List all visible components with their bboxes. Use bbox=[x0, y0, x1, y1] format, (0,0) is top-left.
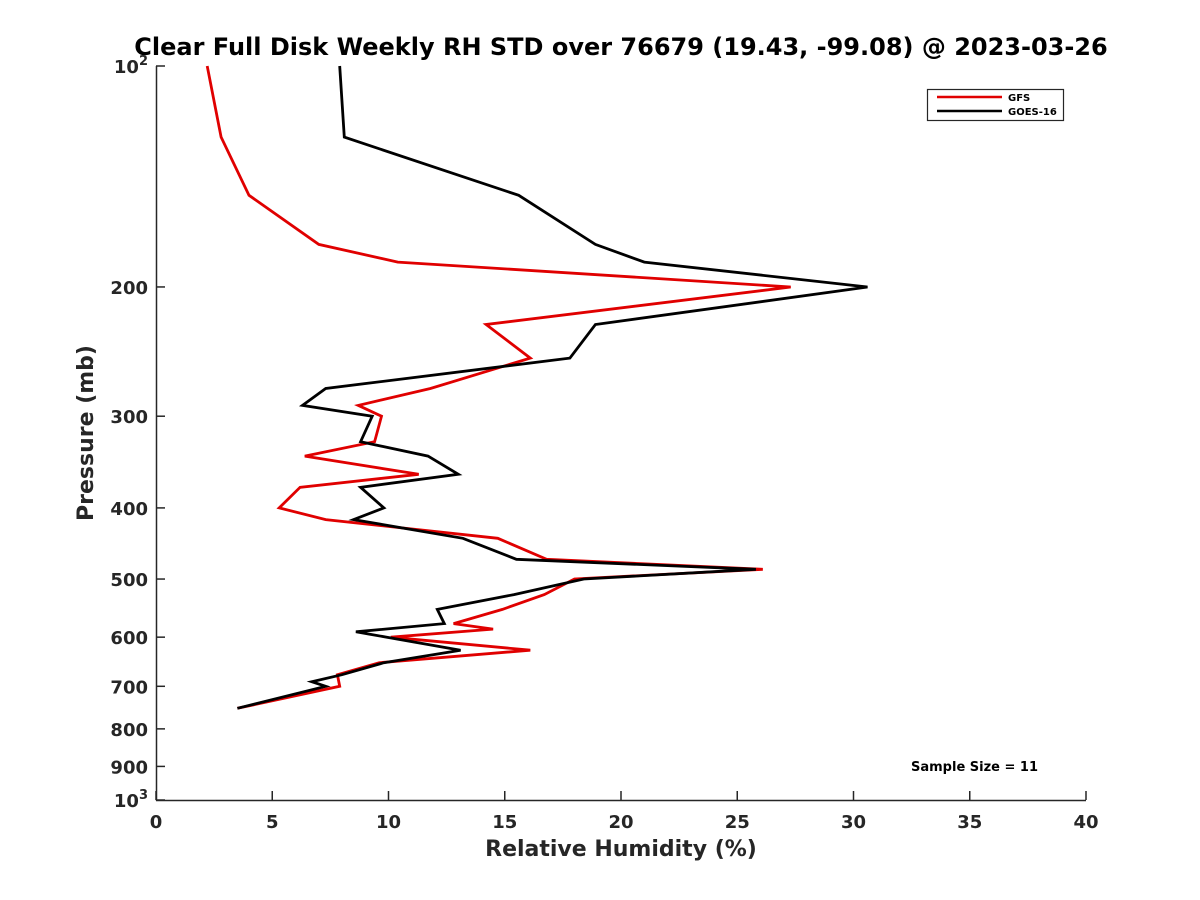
x-tick-label: 25 bbox=[725, 812, 750, 833]
x-tick-label: 20 bbox=[608, 812, 633, 833]
legend-label-gfs: GFS bbox=[1008, 93, 1030, 104]
x-axis-ticks: 0 5 10 15 20 25 30 35 40 bbox=[150, 791, 1099, 833]
sample-size-annotation: Sample Size = 11 bbox=[911, 760, 1038, 775]
y-axis-label: Pressure (mb) bbox=[74, 345, 99, 521]
y-tick-label: 700 bbox=[110, 677, 148, 698]
y-tick-label: 800 bbox=[110, 720, 148, 741]
legend-label-goes16: GOES-16 bbox=[1008, 107, 1057, 118]
plot-area: 0 5 10 15 20 25 30 35 40 102 200 300 400 500 600 700 80… bbox=[110, 54, 1098, 833]
x-tick-label: 5 bbox=[266, 812, 279, 833]
x-tick-label: 35 bbox=[957, 812, 982, 833]
y-tick-label: 200 bbox=[110, 278, 148, 299]
x-tick-label: 40 bbox=[1073, 812, 1098, 833]
series-line-gfs bbox=[205, 65, 791, 710]
series-line-goes-16 bbox=[237, 65, 868, 710]
x-axis-label: Relative Humidity (%) bbox=[485, 837, 757, 862]
x-tick-label: 30 bbox=[841, 812, 866, 833]
x-tick-label: 0 bbox=[150, 812, 163, 833]
y-tick-label: 900 bbox=[110, 757, 148, 778]
chart-title: Clear Full Disk Weekly RH STD over 76679… bbox=[134, 33, 1107, 61]
x-tick-label: 10 bbox=[376, 812, 401, 833]
x-tick-label: 15 bbox=[492, 812, 517, 833]
y-tick-label: 600 bbox=[110, 628, 148, 649]
y-tick-label: 102 bbox=[114, 54, 148, 78]
y-axis-ticks: 102 200 300 400 500 600 700 800 900 103 bbox=[110, 54, 165, 812]
y-tick-label: 500 bbox=[110, 570, 148, 591]
y-tick-label: 400 bbox=[110, 499, 148, 520]
y-tick-label: 103 bbox=[114, 788, 148, 812]
legend: GFS GOES-16 bbox=[926, 88, 1065, 122]
series-layer bbox=[205, 65, 868, 710]
y-tick-label: 300 bbox=[110, 407, 148, 428]
legend-box bbox=[926, 88, 1065, 122]
